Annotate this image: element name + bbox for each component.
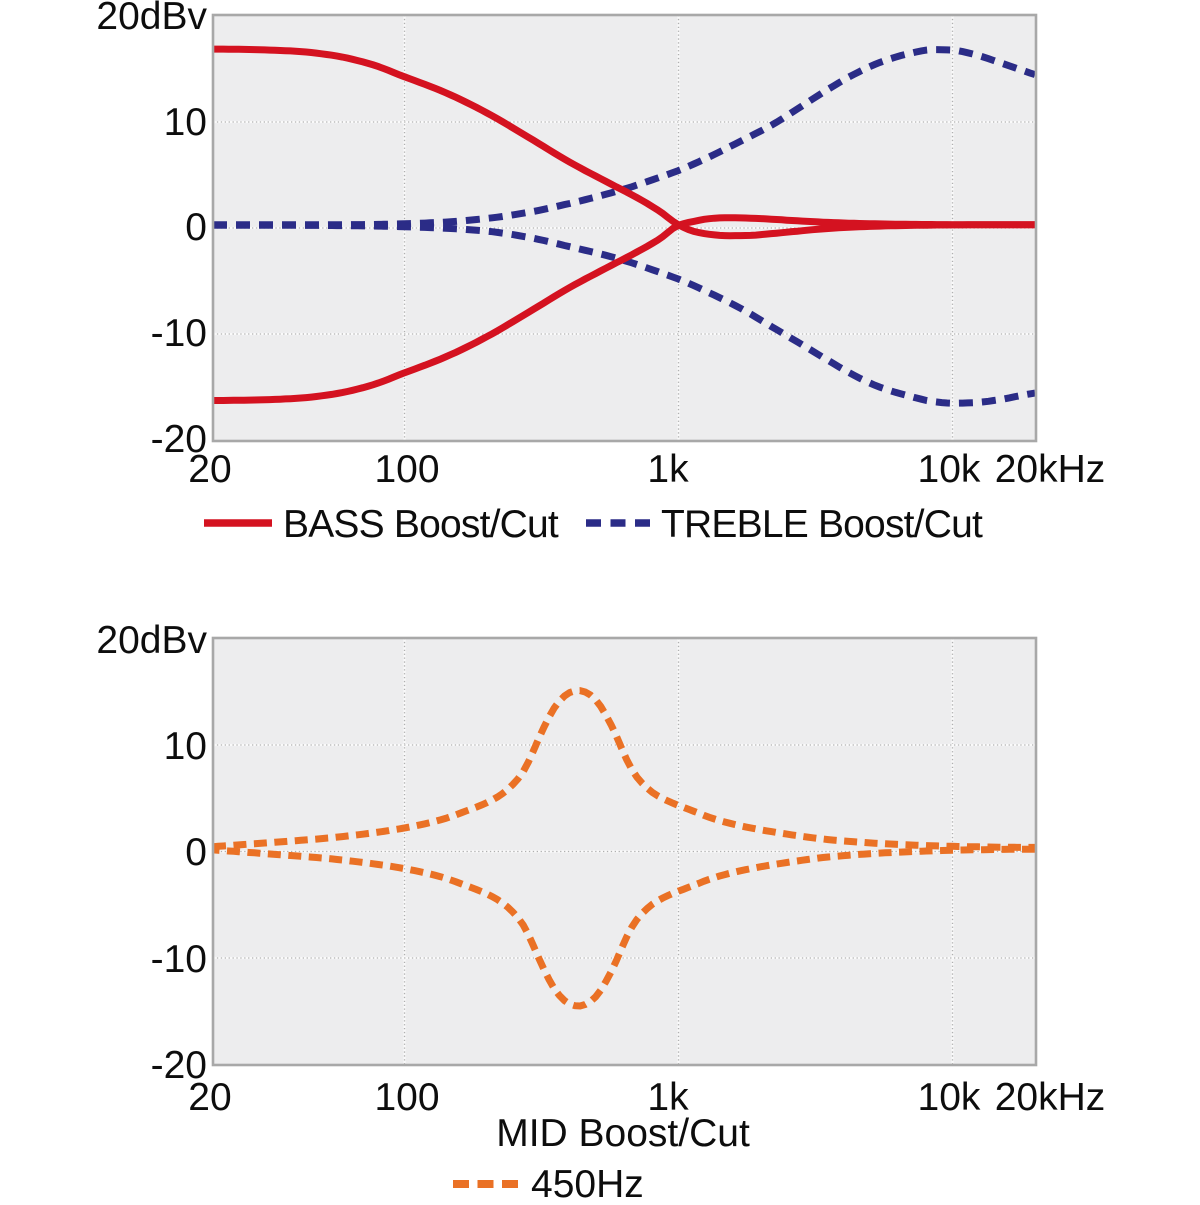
svg-text:1k: 1k xyxy=(647,1076,689,1119)
svg-text:20dBv: 20dBv xyxy=(96,619,207,662)
svg-text:1k: 1k xyxy=(647,448,689,491)
svg-text:-10: -10 xyxy=(151,312,207,355)
svg-text:20dBv: 20dBv xyxy=(96,0,207,38)
svg-text:10k: 10k xyxy=(918,448,981,491)
svg-text:10: 10 xyxy=(164,101,207,144)
svg-text:450Hz: 450Hz xyxy=(531,1163,644,1200)
svg-text:20: 20 xyxy=(188,1076,231,1119)
svg-text:-10: -10 xyxy=(151,938,207,981)
svg-text:100: 100 xyxy=(374,1076,439,1119)
svg-text:BASS Boost/Cut: BASS Boost/Cut xyxy=(283,503,559,546)
svg-text:20: 20 xyxy=(188,448,231,491)
svg-text:0: 0 xyxy=(185,831,207,874)
svg-text:TREBLE Boost/Cut: TREBLE Boost/Cut xyxy=(661,503,983,546)
svg-text:20kHz: 20kHz xyxy=(995,448,1106,491)
svg-text:0: 0 xyxy=(185,206,207,249)
svg-text:100: 100 xyxy=(374,448,439,491)
svg-text:10k: 10k xyxy=(918,1076,981,1119)
svg-text:-20: -20 xyxy=(151,1044,207,1087)
svg-text:-20: -20 xyxy=(151,418,207,461)
svg-text:20kHz: 20kHz xyxy=(995,1076,1106,1119)
svg-text:10: 10 xyxy=(164,725,207,768)
svg-text:MID Boost/Cut: MID Boost/Cut xyxy=(496,1112,750,1155)
